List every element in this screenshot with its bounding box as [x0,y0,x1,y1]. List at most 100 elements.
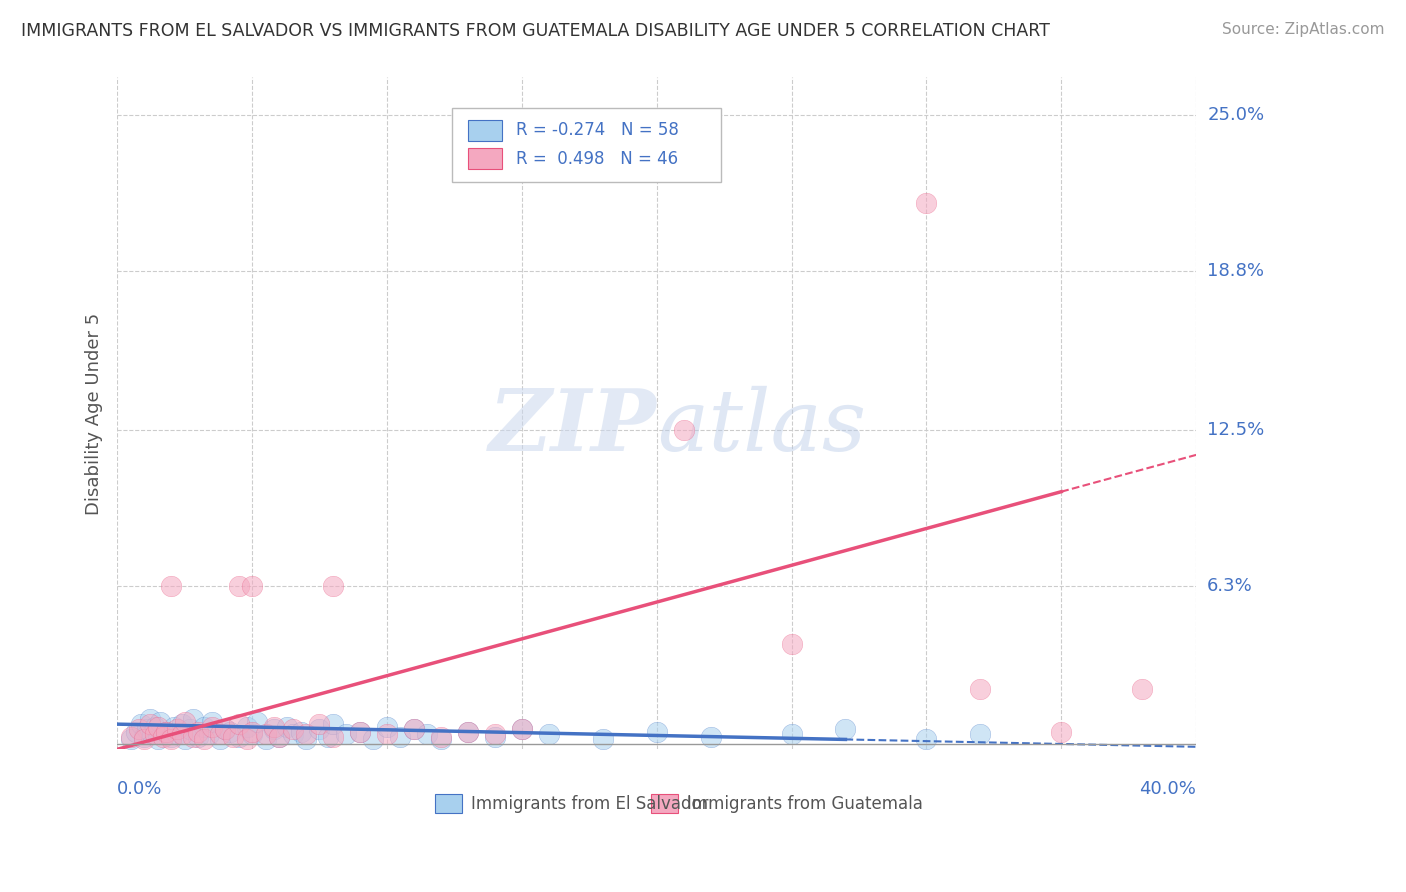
Point [219,724,242,739]
Point [290,724,312,739]
Point [179,722,201,736]
Point [402,722,425,736]
Point [146,720,169,734]
Point [181,730,204,744]
Point [430,732,453,747]
FancyBboxPatch shape [468,148,502,169]
FancyBboxPatch shape [451,108,721,182]
Point [834,722,856,736]
Point [416,727,439,741]
Point [143,720,166,734]
Text: 0.0%: 0.0% [117,780,163,797]
Point [135,722,157,736]
Point [267,730,290,744]
Point [375,720,398,734]
Text: 12.5%: 12.5% [1208,421,1264,439]
Point [537,727,560,741]
Point [510,722,533,736]
Point [193,732,215,747]
Point [198,727,221,741]
Point [510,722,533,736]
Point [254,727,277,741]
Point [246,714,269,729]
Point [181,712,204,726]
Point [120,730,142,744]
Point [187,724,209,739]
Point [263,722,285,736]
Point [430,730,453,744]
Point [915,196,938,211]
Point [276,720,298,734]
Point [457,724,479,739]
Point [160,732,183,747]
Point [214,722,236,736]
FancyBboxPatch shape [436,794,463,814]
Point [228,730,250,744]
Point [134,730,156,744]
Point [173,714,195,729]
Text: 18.8%: 18.8% [1208,262,1264,280]
Point [134,732,156,747]
Point [322,730,344,744]
Point [173,732,195,747]
Point [1130,681,1153,696]
Point [143,727,166,741]
Text: atlas: atlas [657,385,866,468]
Point [120,732,142,747]
Text: IMMIGRANTS FROM EL SALVADOR VS IMMIGRANTS FROM GUATEMALA DISABILITY AGE UNDER 5 : IMMIGRANTS FROM EL SALVADOR VS IMMIGRANT… [21,22,1050,40]
Text: Source: ZipAtlas.com: Source: ZipAtlas.com [1222,22,1385,37]
Point [322,717,344,731]
Point [281,727,304,741]
Point [200,720,222,734]
Point [969,727,991,741]
Point [235,732,257,747]
Point [138,717,160,731]
FancyBboxPatch shape [468,120,502,141]
Text: Immigrants from El Salvador: Immigrants from El Salvador [471,795,709,813]
Point [187,730,209,744]
Point [146,732,169,747]
Point [484,730,506,744]
Point [166,727,188,741]
Point [316,730,339,744]
Point [349,724,371,739]
Point [155,724,177,739]
Point [166,722,188,736]
Point [125,724,148,739]
Point [149,714,172,729]
Y-axis label: Disability Age Under 5: Disability Age Under 5 [86,312,103,515]
Point [780,727,803,741]
Text: 6.3%: 6.3% [1208,577,1253,595]
Point [208,732,231,747]
Text: R =  0.498   N = 46: R = 0.498 N = 46 [516,150,679,168]
Point [160,730,183,744]
Point [308,722,330,736]
Point [254,732,277,747]
Point [267,730,290,744]
Point [263,720,285,734]
Point [645,724,668,739]
Point [160,579,183,593]
Point [141,727,163,741]
Point [308,717,330,731]
Point [240,724,263,739]
Point [375,727,398,741]
Point [295,727,318,741]
Point [170,727,193,741]
Point [363,732,385,747]
Point [222,730,245,744]
Point [200,714,222,729]
Text: 40.0%: 40.0% [1139,780,1197,797]
Point [969,681,991,696]
Point [240,579,263,593]
Point [699,730,721,744]
Point [228,717,250,731]
Point [152,730,174,744]
Point [1050,724,1073,739]
Text: R = -0.274   N = 58: R = -0.274 N = 58 [516,120,679,139]
Text: Immigrants from Guatemala: Immigrants from Guatemala [688,795,922,813]
Point [335,727,357,741]
Point [672,423,695,437]
Point [193,720,215,734]
Point [484,727,506,741]
